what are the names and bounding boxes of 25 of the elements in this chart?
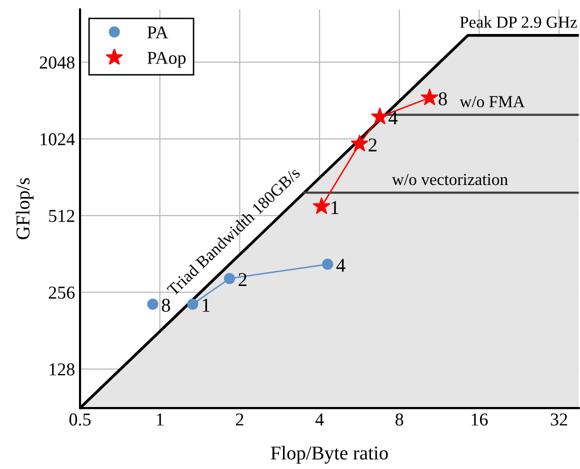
x-tick-label: 16 xyxy=(472,413,488,426)
annotation: 8 xyxy=(438,92,447,106)
annotation: 8 xyxy=(162,298,170,312)
annotation: 1 xyxy=(202,298,210,312)
annotation: 2 xyxy=(368,138,377,152)
annotation: Peak DP 2.9 GHz xyxy=(460,16,577,28)
x-axis-title: Flop/Byte ratio xyxy=(270,446,388,464)
y-tick-label: 512 xyxy=(49,210,74,222)
legend-label: PAop xyxy=(147,52,186,68)
y-tick-label: 128 xyxy=(50,363,74,376)
annotation: 1 xyxy=(332,201,338,214)
y-tick-label: 2048 xyxy=(40,56,74,69)
x-tick-label: 8 xyxy=(396,413,404,426)
x-tick-label: 0.5 xyxy=(69,413,91,426)
y-axis-title: GFlop/s xyxy=(16,178,34,240)
x-tick-label: 32 xyxy=(550,413,568,426)
annotation: 4 xyxy=(336,258,346,272)
y-tick-label: 1024 xyxy=(40,133,75,146)
x-tick-label: 2 xyxy=(236,413,244,426)
y-tick-label: 256 xyxy=(48,286,75,299)
x-tick-label: 4 xyxy=(315,414,324,426)
legend-label: PA xyxy=(147,26,168,38)
x-tick-label: 1 xyxy=(156,414,164,426)
annotation: w/o FMA xyxy=(460,96,525,108)
annotation: w/o vectorization xyxy=(392,174,508,186)
